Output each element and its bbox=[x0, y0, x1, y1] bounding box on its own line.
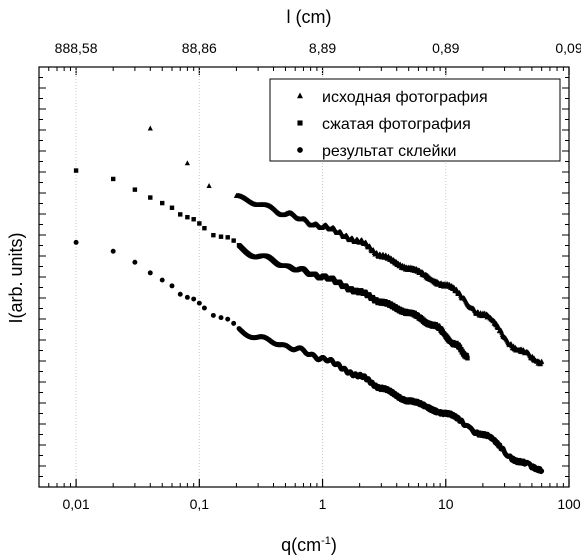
data-point bbox=[202, 225, 207, 231]
data-point bbox=[132, 187, 138, 192]
data-point bbox=[191, 217, 196, 222]
data-point bbox=[169, 283, 175, 289]
x-tick-label: 100 bbox=[557, 496, 581, 512]
data-point bbox=[457, 344, 463, 349]
legend-item: результат склейки bbox=[297, 143, 456, 160]
legend-items: исходная фотография сжатая фотография резу… bbox=[297, 89, 488, 160]
legend-label: результат склейки bbox=[322, 143, 456, 160]
data-point bbox=[110, 176, 116, 182]
legend-marker bbox=[297, 92, 303, 99]
data-point bbox=[465, 356, 470, 361]
x2-axis-title: l (cm) bbox=[287, 7, 332, 27]
data-point bbox=[206, 183, 212, 188]
data-point bbox=[73, 168, 79, 173]
data-point bbox=[218, 234, 224, 239]
top-axis-ticks: 888,58 88,86 8,89 0,89 0,09 bbox=[48, 40, 581, 75]
x-axis-title-close: ) bbox=[331, 535, 337, 555]
data-point bbox=[160, 200, 165, 206]
x-axis-title: q(cm-1) bbox=[281, 535, 337, 555]
y-axis-title: I(arb. units) bbox=[6, 232, 26, 323]
series-3 bbox=[73, 239, 545, 475]
data-point bbox=[132, 259, 138, 265]
data-point bbox=[231, 238, 236, 243]
data-point bbox=[231, 320, 237, 326]
data-point bbox=[169, 205, 175, 210]
x2-tick-label: 0,09 bbox=[555, 40, 581, 56]
data-point bbox=[147, 270, 153, 276]
legend-marker bbox=[297, 147, 303, 153]
series-2 bbox=[73, 168, 470, 361]
data-point bbox=[148, 195, 153, 200]
legend-item: сжатая фотография bbox=[297, 116, 471, 133]
data-point bbox=[539, 468, 545, 474]
data-point bbox=[184, 294, 190, 300]
data-point bbox=[196, 300, 202, 306]
x-axis-ticks: 0,01 0,1 1 10 100 bbox=[48, 479, 581, 512]
x2-tick-label: 888,58 bbox=[55, 40, 98, 56]
data-point bbox=[211, 232, 216, 238]
data-point bbox=[201, 305, 207, 311]
x-axis-title-main: q(cm bbox=[281, 535, 321, 555]
x-tick-label: 0,01 bbox=[62, 496, 89, 512]
x2-tick-label: 0,89 bbox=[432, 40, 459, 56]
legend-item: исходная фотография bbox=[297, 89, 488, 106]
x-tick-label: 0,1 bbox=[190, 496, 210, 512]
legend: исходная фотография сжатая фотография резу… bbox=[269, 78, 561, 162]
data-points bbox=[73, 125, 545, 475]
data-point bbox=[147, 125, 153, 131]
data-point bbox=[197, 221, 202, 226]
x2-tick-label: 8,89 bbox=[309, 40, 336, 56]
data-point bbox=[210, 312, 216, 318]
legend-box bbox=[269, 78, 561, 162]
y-axis-ticks bbox=[39, 66, 569, 488]
legend-label: сжатая фотография bbox=[322, 116, 471, 133]
data-point bbox=[73, 239, 79, 245]
legend-marker bbox=[297, 120, 303, 126]
data-point bbox=[184, 160, 190, 166]
data-point bbox=[177, 291, 183, 297]
data-point bbox=[218, 315, 224, 321]
data-point bbox=[110, 248, 116, 254]
x2-tick-label: 88,86 bbox=[182, 40, 217, 56]
x-axis-title-sup: -1 bbox=[321, 535, 331, 547]
x-tick-label: 1 bbox=[319, 496, 327, 512]
data-point bbox=[178, 212, 183, 217]
data-point bbox=[225, 316, 231, 322]
series-1 bbox=[147, 125, 545, 367]
legend-label: исходная фотография bbox=[322, 89, 488, 106]
data-point bbox=[159, 277, 165, 283]
x-tick-label: 10 bbox=[438, 496, 454, 512]
data-point bbox=[225, 235, 230, 240]
data-point bbox=[539, 358, 545, 364]
data-point bbox=[185, 214, 190, 220]
data-point bbox=[191, 296, 197, 302]
